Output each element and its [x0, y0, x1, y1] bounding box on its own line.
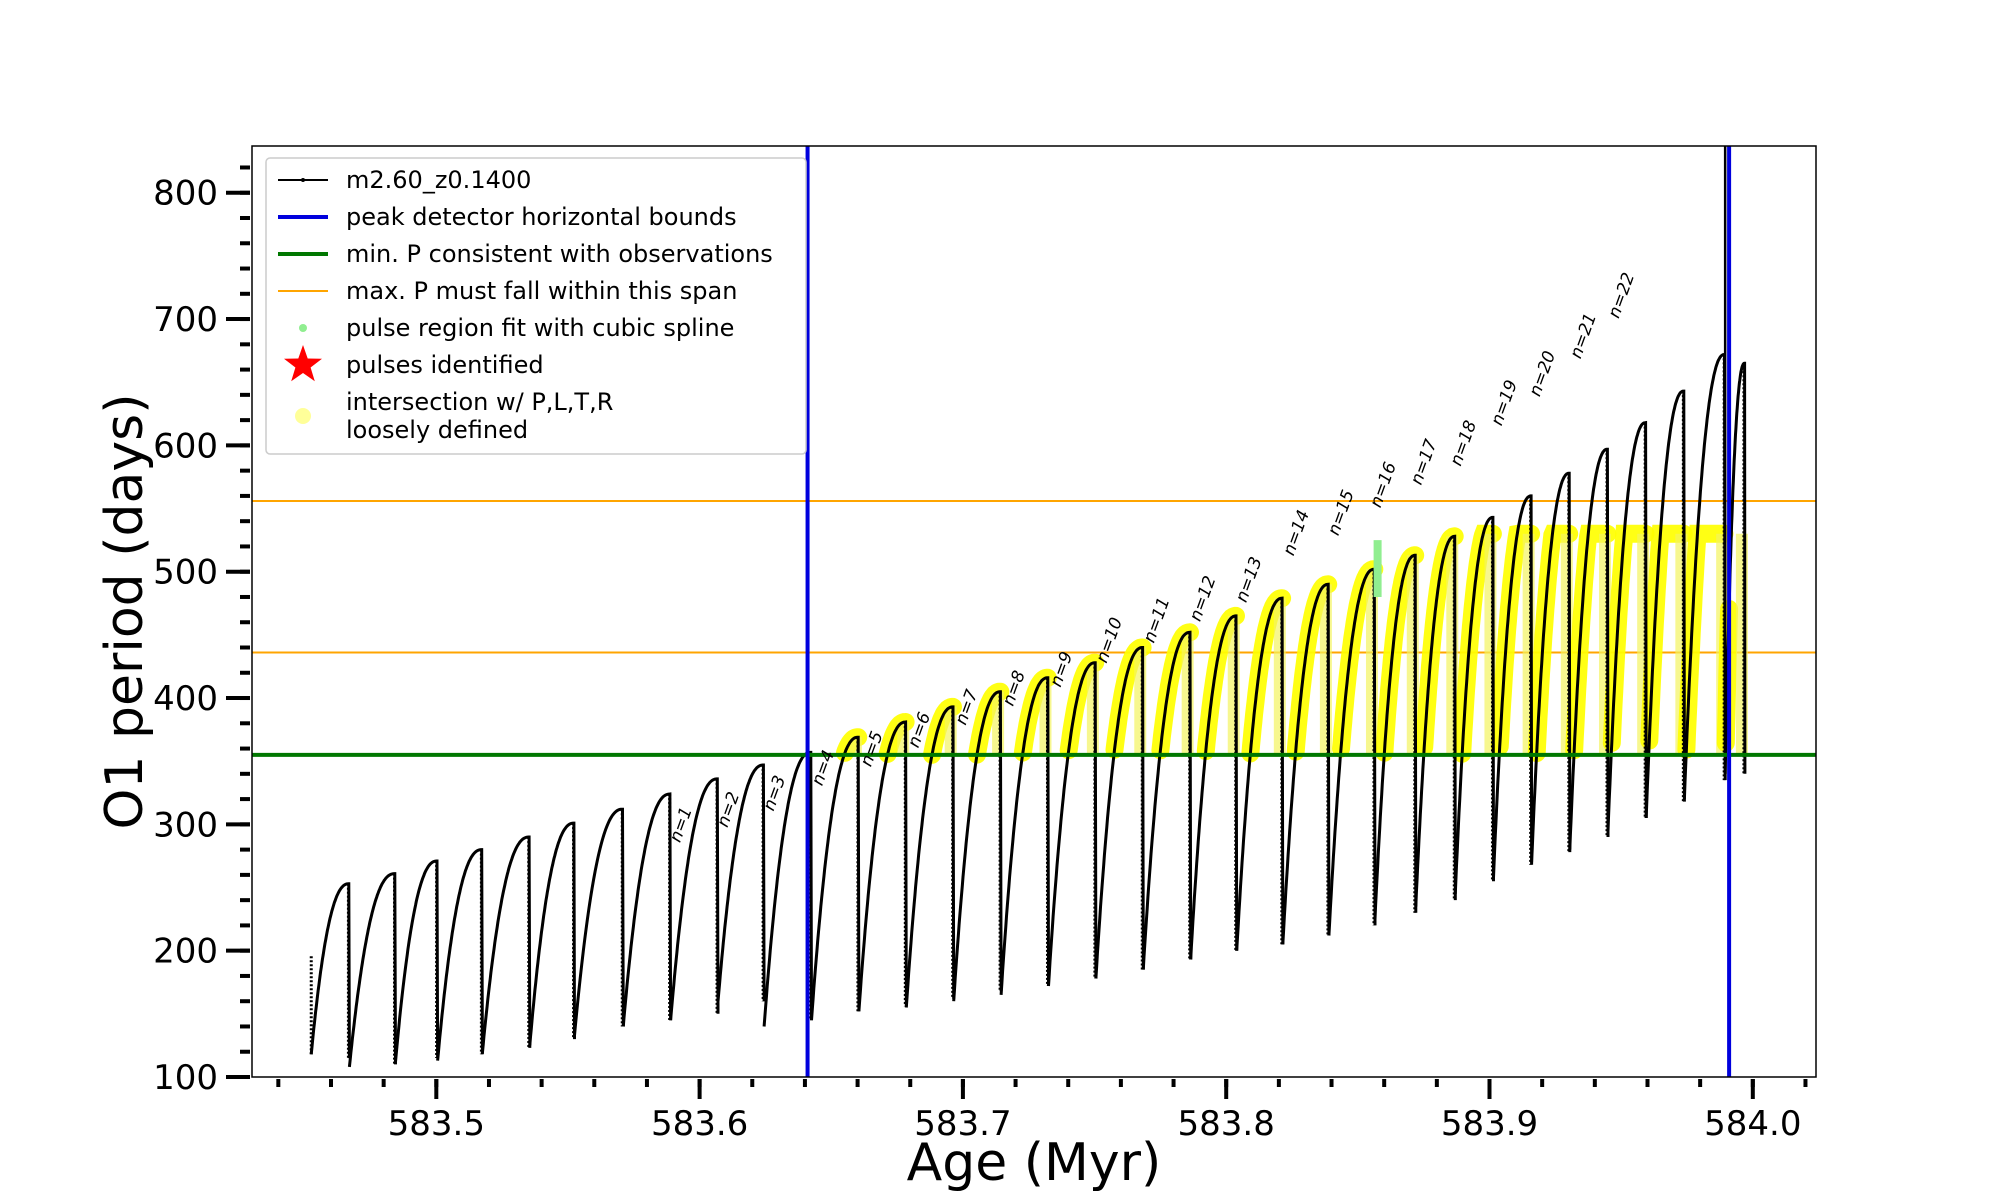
legend-label: m2.60_z0.1400 [346, 166, 531, 194]
plot-frame [251, 145, 1817, 1078]
y-tick-label-600: 600 [153, 426, 218, 466]
pulse-label-20: n=20 [1525, 348, 1560, 399]
y-tick-label-800: 800 [153, 174, 218, 214]
pulse-label-21: n=21 [1566, 311, 1601, 362]
x-tick-label-2: 583.7 [914, 1104, 1011, 1144]
y-tick-label-700: 700 [153, 300, 218, 340]
model-cycle-1 [309, 882, 351, 1059]
model-cycle-30 [1606, 420, 1648, 831]
pulse-label-14: n=14 [1279, 508, 1314, 559]
legend-swatch [299, 324, 307, 332]
model-cycle-29 [1568, 447, 1610, 850]
model-cycle-3 [394, 859, 440, 1062]
legend-entry-7: intersection w/ P,L,T,R loosely defined [295, 388, 613, 444]
model-cycle-32 [1682, 352, 1727, 800]
legend-entry-2: peak detector horizontal bounds [278, 203, 737, 231]
model-cycle-10 [716, 763, 766, 1002]
y-axis-label: O1 period (days) [95, 393, 155, 829]
pulse-label-17: n=17 [1407, 437, 1442, 488]
model-cycle-6 [528, 821, 576, 1046]
model-cycle-19 [1141, 630, 1193, 970]
x-tick-label-1: 583.6 [651, 1104, 748, 1144]
legend-label: max. P must fall within this span [346, 277, 737, 305]
model-cycle-2 [347, 872, 397, 1068]
model-cycle-13 [857, 720, 908, 1012]
legend-label: intersection w/ P,L,T,R loosely defined [346, 388, 613, 444]
axes: 100 200 300 400 500 600 700 800 583.5 583.6 583.7 5… [95, 145, 1817, 1193]
legend-marker [301, 178, 305, 182]
x-tick-label-5: 584.0 [1704, 1104, 1801, 1144]
model-cycle-23 [1327, 567, 1377, 936]
model-cycle-31 [1644, 389, 1686, 819]
pulse-label-13: n=13 [1232, 554, 1267, 605]
legend-box [265, 157, 807, 455]
legend-entry-1: m2.60_z0.1400 [278, 166, 531, 194]
pulse-label-11: n=11 [1140, 595, 1175, 646]
legend-label: peak detector horizontal bounds [346, 203, 737, 231]
pulse-label-15: n=15 [1324, 487, 1359, 538]
y-tick-label-100: 100 [153, 1058, 218, 1098]
y-tick-label-300: 300 [153, 805, 218, 845]
model-cycle-21 [1235, 596, 1285, 951]
model-cycle-7 [573, 807, 625, 1036]
model-series [309, 146, 1747, 1068]
model-cycle-22 [1281, 582, 1331, 945]
legend-label: min. P consistent with observations [346, 240, 773, 268]
model-cycle-16 [999, 676, 1050, 995]
y-tick-label-400: 400 [153, 679, 218, 719]
y-tick-label-200: 200 [153, 932, 218, 972]
pulse-label-16: n=16 [1366, 459, 1401, 510]
legend-swatch [295, 408, 311, 424]
model-cycle-8 [621, 792, 673, 1027]
model-cycle-12 [810, 735, 861, 1021]
pulse-label-19: n=19 [1487, 377, 1522, 428]
model-cycle-25 [1414, 534, 1457, 907]
legend-swatch [284, 345, 322, 382]
model-cycle-27 [1492, 494, 1534, 878]
model-cycle-20 [1189, 614, 1239, 960]
legend-entry-3: min. P consistent with observations [278, 240, 773, 268]
x-axis-label: Age (Myr) [907, 1133, 1162, 1193]
x-tick-label-0: 583.5 [388, 1104, 485, 1144]
model-cycle-15 [952, 690, 1003, 1002]
pulse-label-18: n=18 [1446, 418, 1481, 469]
legend-entry-6: pulses identified [284, 345, 544, 382]
y-tick-label-500: 500 [153, 553, 218, 593]
legend-label: pulse region fit with cubic spline [346, 314, 734, 342]
pulse-label-12: n=12 [1186, 573, 1221, 624]
model-cycle-9 [669, 777, 720, 1021]
model-cycle-26 [1453, 515, 1495, 894]
model-cycle-28 [1530, 471, 1572, 863]
model-cycle-14 [904, 705, 956, 1008]
x-tick-label-3: 583.8 [1178, 1104, 1275, 1144]
pulse-label-22: n=22 [1604, 270, 1639, 321]
legend-entry-5: pulse region fit with cubic spline [299, 314, 734, 342]
model-cycle-5 [480, 835, 532, 1054]
x-tick-label-4: 583.9 [1441, 1104, 1538, 1144]
model-cycle-4 [436, 848, 484, 1061]
model-cycle-24 [1373, 553, 1418, 920]
model-cycle-17 [1047, 661, 1098, 987]
legend-label: pulses identified [346, 351, 544, 379]
legend-entry-4: max. P must fall within this span [278, 277, 737, 305]
pulse-label-10: n=10 [1092, 615, 1127, 666]
model-cycle-18 [1094, 646, 1145, 979]
